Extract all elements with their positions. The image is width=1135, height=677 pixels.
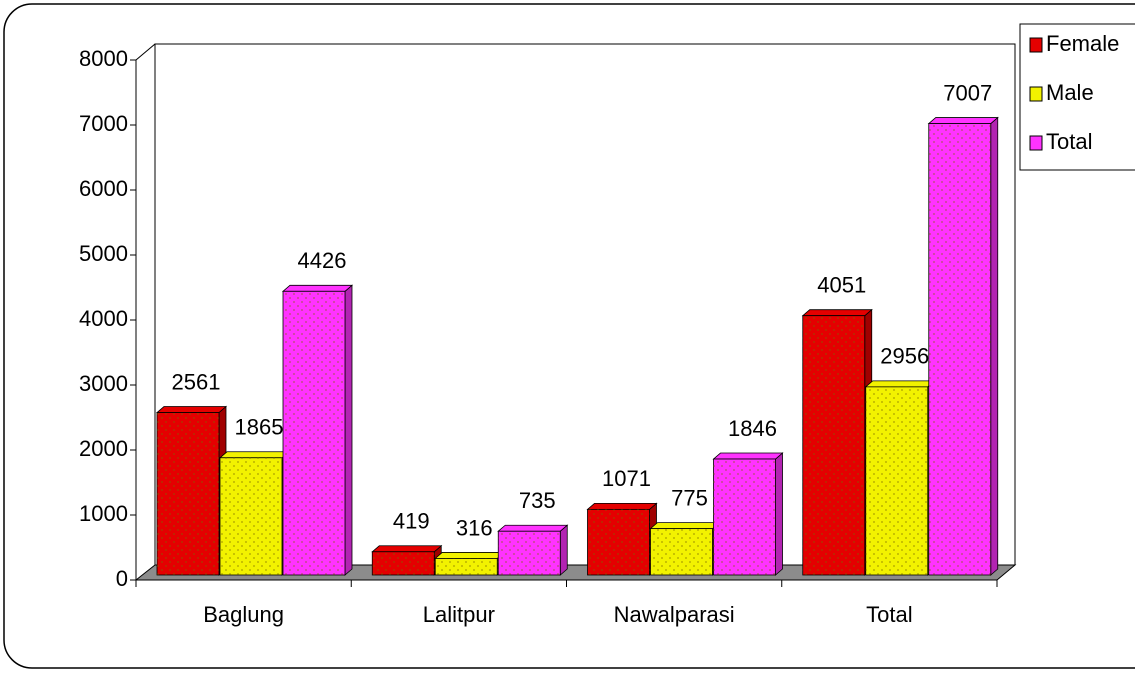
bar [371,544,443,576]
value-label: 1846 [728,416,777,441]
bar [434,551,506,576]
bar [927,116,999,576]
wall-edge [135,43,156,61]
value-label: 2956 [880,344,929,369]
y-tick-label: 8000 [79,46,128,71]
bar [712,452,784,576]
y-tick-label: 1000 [79,501,128,526]
x-tick-label: Baglung [203,602,284,627]
value-label: 7007 [943,80,992,105]
value-label: 316 [456,515,493,540]
legend-swatch [1029,135,1043,151]
bar [801,308,873,576]
bar [864,379,936,576]
legend-label: Total [1046,129,1092,154]
y-tick-label: 2000 [79,436,128,461]
y-tick-label: 0 [116,566,128,591]
legend-swatch [1029,86,1043,102]
y-tick-label: 7000 [79,111,128,136]
value-label: 419 [393,509,430,534]
y-tick-label: 5000 [79,241,128,266]
bar [497,524,569,576]
x-tick-label: Lalitpur [423,602,495,627]
y-tick-label: 4000 [79,306,128,331]
legend-label: Female [1046,31,1119,56]
y-tick-label: 3000 [79,371,128,396]
x-tick-label: Total [866,602,912,627]
legend-swatch [1029,37,1043,53]
value-label: 4426 [298,248,347,273]
bar [281,284,354,576]
back-wall [154,43,1016,565]
value-label: 1071 [602,466,651,491]
bar [649,521,721,576]
y-tick-label: 6000 [79,176,128,201]
x-tick-label: Nawalparasi [614,602,735,627]
bar [155,405,228,576]
bar [586,502,658,576]
legend-label: Male [1046,80,1094,105]
value-label: 2561 [172,369,221,394]
bar [218,450,291,576]
value-label: 1865 [235,415,284,440]
value-label: 775 [671,485,708,510]
value-label: 4051 [817,272,866,297]
value-label: 735 [519,488,556,513]
